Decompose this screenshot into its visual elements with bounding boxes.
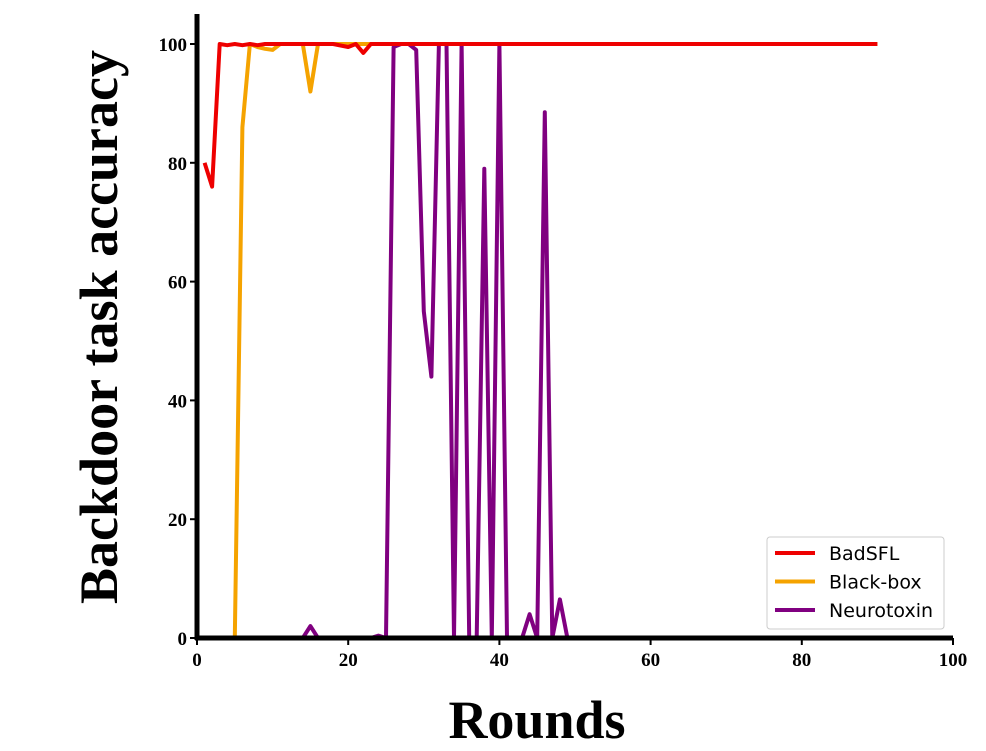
legend-label: Neurotoxin: [829, 600, 933, 622]
y-axis-title: Backdoor task accuracy: [69, 50, 129, 604]
x-tick-label: 60: [641, 650, 660, 671]
legend-box: [766, 536, 945, 630]
legend-label: Black-box: [829, 572, 922, 594]
y-tick-label: 100: [159, 35, 188, 56]
y-tick-label: 60: [168, 273, 187, 294]
ticks-layer: 0 20 40 60 80 100 0 20 40 60 80 100: [159, 35, 968, 671]
legend: BadSFL Black-box Neurotoxin: [766, 536, 945, 630]
x-tick-label: 100: [939, 650, 968, 671]
y-tick-label: 80: [168, 154, 187, 175]
y-tick-label: 40: [168, 391, 187, 412]
x-tick-label: 0: [192, 650, 202, 671]
axes-layer: [194, 14, 953, 641]
x-tick-label: 80: [792, 650, 811, 671]
x-axis-title: Rounds: [448, 690, 625, 750]
legend-label: BadSFL: [829, 543, 900, 565]
x-tick-label: 20: [339, 650, 358, 671]
y-tick-label: 20: [168, 510, 187, 531]
series-line-badsfl: [202, 42, 878, 189]
x-tick-label: 40: [490, 650, 509, 671]
series-line-neurotoxin: [301, 42, 570, 640]
y-tick-label: 0: [178, 629, 188, 650]
